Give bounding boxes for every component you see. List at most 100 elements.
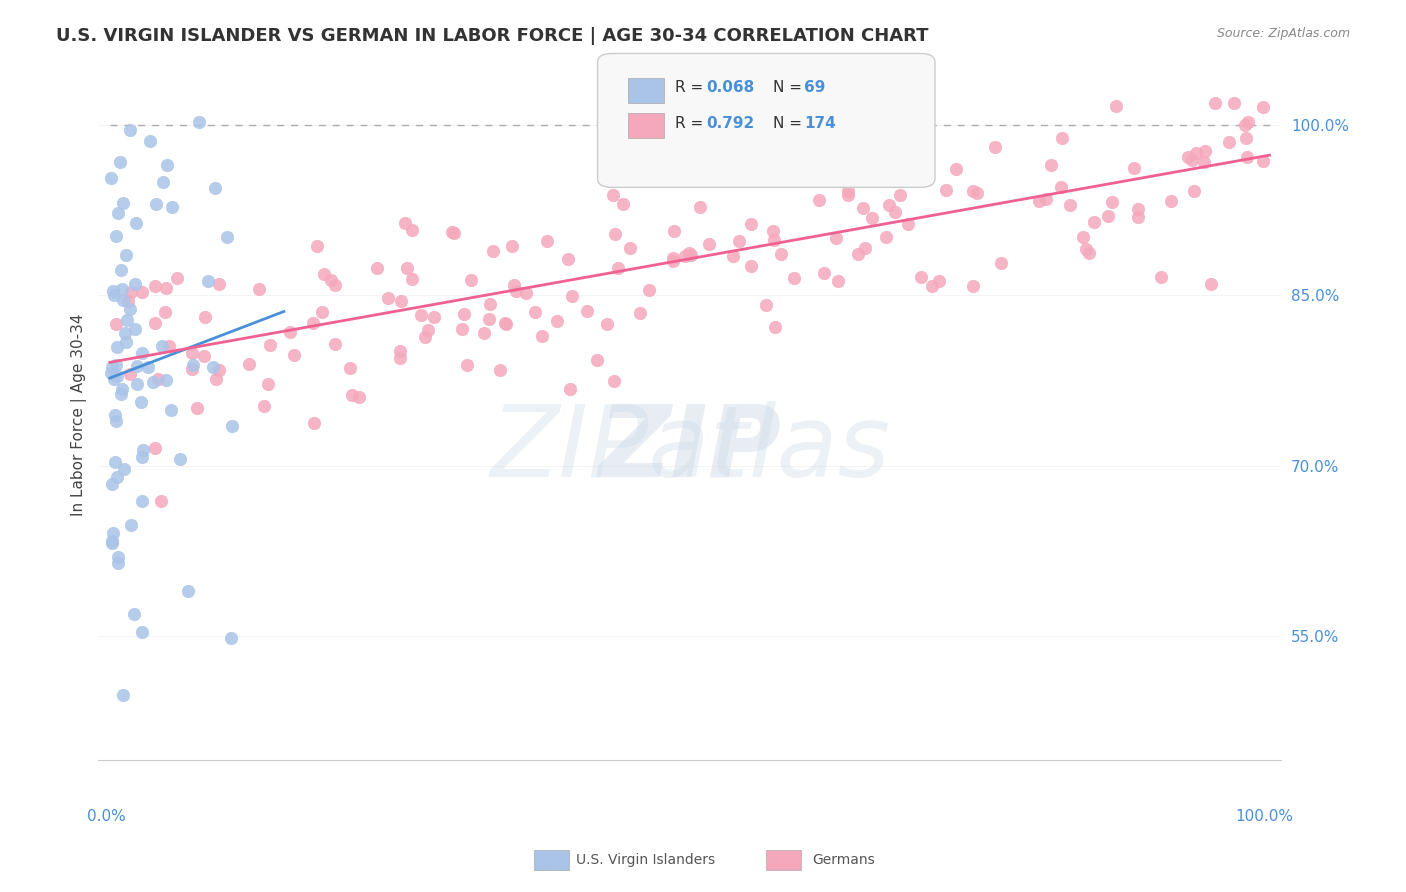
Point [482,244,505,259]
Point [111,293,134,307]
Point [1050,131,1073,145]
Point [489,363,512,377]
Point [478,312,501,326]
Point [142,375,165,389]
Point [1218,136,1240,150]
Point [124,277,146,292]
Point [585,352,607,367]
Point [808,193,831,207]
Text: R =: R = [675,116,709,130]
Point [853,241,876,255]
Point [115,248,138,262]
Point [150,339,173,353]
Text: N =: N = [773,80,807,95]
Point [157,338,180,352]
Point [160,200,183,214]
Point [1177,150,1199,164]
Point [661,252,683,266]
Point [605,227,627,241]
Point [259,338,281,352]
Point [111,195,134,210]
Point [557,252,579,266]
Point [903,162,925,177]
Point [1123,161,1146,176]
Point [602,374,624,388]
Point [501,239,523,253]
Point [762,233,785,247]
Point [366,260,388,275]
Text: ZIPatlas: ZIPatlas [489,401,890,498]
Point [910,270,932,285]
Point [177,583,200,598]
Point [813,266,835,280]
Point [460,273,482,287]
Point [193,349,215,363]
Point [395,261,418,276]
Point [131,346,153,360]
Point [139,134,162,148]
Point [104,455,127,469]
Point [1071,229,1094,244]
Point [143,442,166,456]
Point [152,175,174,189]
Point [413,329,436,343]
Point [546,314,568,328]
Point [884,204,907,219]
Text: 100.0%: 100.0% [1234,809,1294,824]
Point [1097,209,1119,223]
Point [155,373,177,387]
Point [1101,195,1123,210]
Point [1076,242,1098,256]
Point [411,308,433,322]
Point [1039,158,1062,172]
Point [815,135,838,149]
Point [180,345,202,359]
Point [502,277,524,292]
Point [323,277,346,292]
Point [166,271,188,285]
Point [837,188,859,202]
Text: U.S. VIRGIN ISLANDER VS GERMAN IN LABOR FORCE | AGE 30-34 CORRELATION CHART: U.S. VIRGIN ISLANDER VS GERMAN IN LABOR … [56,27,929,45]
Point [1237,115,1260,129]
Text: ZIP: ZIP [598,401,782,498]
Point [523,305,546,319]
Point [846,247,869,261]
Point [111,382,134,396]
Point [1181,153,1204,168]
Point [724,169,747,184]
Point [783,271,806,285]
Point [423,310,446,325]
Point [1185,146,1208,161]
Text: 0.792: 0.792 [706,116,754,130]
Point [101,285,124,299]
Point [852,202,875,216]
Point [644,160,666,174]
Point [110,155,132,169]
Point [197,274,219,288]
Point [202,359,225,374]
Point [495,318,517,332]
Point [117,293,139,308]
Point [105,340,128,354]
Point [107,206,129,220]
Point [125,216,148,230]
Point [127,377,149,392]
Point [990,256,1012,270]
Point [307,239,329,253]
Point [347,390,370,404]
Point [208,362,231,376]
Point [155,281,177,295]
Point [740,259,762,273]
Point [183,358,205,372]
Point [1182,184,1205,198]
Point [107,549,129,564]
Text: Source: ZipAtlas.com: Source: ZipAtlas.com [1216,27,1350,40]
Point [602,187,624,202]
Point [755,298,778,312]
Point [678,245,700,260]
Point [312,268,335,282]
Point [169,452,191,467]
Text: R =: R = [675,80,709,95]
Y-axis label: In Labor Force | Age 30-34: In Labor Force | Age 30-34 [72,313,87,516]
Text: 0.0%: 0.0% [87,809,125,824]
